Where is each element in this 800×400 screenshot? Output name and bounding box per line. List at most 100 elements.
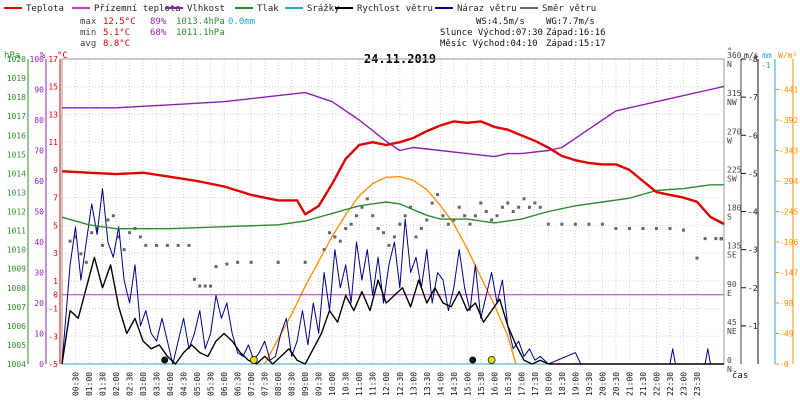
wind-direction-point: [641, 226, 645, 230]
wind-direction-point: [473, 214, 477, 218]
x-tick-label: 20:30: [612, 372, 621, 396]
wind-direction-point: [165, 243, 169, 247]
stats-min-temp: 5.1°C: [103, 28, 130, 38]
tick-label-pct: 90: [34, 86, 44, 95]
tick-label-hpa: 1020: [7, 55, 26, 64]
wind-direction-point: [122, 248, 126, 252]
wind-direction-point: [533, 201, 537, 205]
legend: Teplota Přízemní teplota Vlhkost Tlak Srážky…: [4, 4, 596, 14]
x-tick-label: 18:00: [544, 372, 553, 396]
tick-label-pct: 100: [30, 55, 45, 64]
wind-direction-point: [441, 214, 445, 218]
wind-direction-point: [176, 243, 180, 247]
x-tick-label: 19:00: [571, 372, 580, 396]
wind-direction-point: [414, 235, 418, 239]
wind-direction-point: [360, 205, 364, 209]
wind-direction-point: [500, 205, 504, 209]
stats-max-hum: 89%: [150, 17, 167, 27]
wind-direction-point: [719, 237, 723, 241]
wind-direction-point: [403, 214, 407, 218]
wind-direction-point: [538, 205, 542, 209]
x-tick-label: 22:30: [666, 372, 675, 396]
x-tick-label: 21:00: [625, 372, 634, 396]
x-tick-label: 07:30: [261, 372, 270, 396]
wind-direction-point: [138, 235, 142, 239]
tick-label-deg: 270: [727, 127, 742, 136]
wind-direction-point: [203, 284, 207, 288]
wind-direction-point: [392, 235, 396, 239]
axis-unit-c: °C: [57, 51, 68, 61]
stats-min-label: min: [80, 28, 96, 38]
series-humidity-line: [62, 85, 725, 158]
tick-label-wm2: -147: [779, 269, 798, 278]
wind-direction-point: [90, 231, 94, 235]
x-tick-label: 03:00: [139, 372, 148, 396]
wind-direction-point: [249, 260, 253, 264]
series-pressure-line: [61, 184, 724, 230]
x-tick-label: 11:30: [369, 372, 378, 396]
stats-sun-set: Západ:16:16: [546, 28, 606, 38]
stats-min-press: 1011.1hPa: [176, 28, 225, 38]
wind-direction-point: [355, 214, 359, 218]
tick-label-wm2: -392: [779, 116, 798, 125]
x-tick-label: 08:30: [288, 372, 297, 396]
tick-label-dir: NW: [727, 98, 737, 107]
wind-direction-point: [322, 248, 326, 252]
tick-label-ms: -6: [748, 131, 758, 140]
tick-label-temp: 5: [53, 221, 58, 230]
x-tick-label: 16:30: [504, 372, 513, 396]
wind-direction-point: [517, 205, 521, 209]
legend-label-3: Tlak: [257, 4, 279, 14]
tick-label-wm2: -49: [779, 330, 794, 339]
tick-label-deg: 180: [727, 204, 742, 213]
wind-direction-point: [654, 226, 658, 230]
tick-label-deg: 315: [727, 89, 742, 98]
plot-area: 00:30 01:00 01:30 02:00 02:30 03:00 03:30 04:00…: [7, 51, 799, 396]
tick-label-wm2: -98: [779, 299, 794, 308]
tick-label-wm2: -441: [779, 86, 798, 95]
wind-direction-point: [84, 260, 88, 264]
wind-direction-point: [511, 210, 515, 213]
wind-direction-point: [614, 226, 618, 230]
wind-direction-point: [409, 205, 413, 209]
left-axes: 1004100510061007100810091010101110121013…: [7, 55, 61, 369]
legend-label-0: Teplota: [26, 4, 64, 14]
wind-direction-point: [627, 226, 631, 230]
wind-direction-point: [333, 235, 337, 239]
wind-direction-point: [681, 228, 685, 232]
wind-direction-point: [430, 201, 434, 205]
wind-direction-point: [209, 284, 213, 288]
tick-label-dir: E: [727, 289, 732, 298]
x-tick-label: 18:30: [558, 372, 567, 396]
tick-label-dir: N: [727, 60, 732, 69]
wind-direction-point: [128, 231, 132, 235]
legend-label-4: Srážky: [307, 4, 340, 14]
x-tick-label: 22:00: [652, 372, 661, 396]
x-tick-label: 13:30: [423, 372, 432, 396]
wind-direction-point: [95, 226, 99, 230]
tick-label-wm2: -245: [779, 208, 798, 217]
x-tick-label: 06:00: [220, 372, 229, 396]
wind-direction-point: [457, 205, 461, 209]
stats-avg-label: avg: [80, 39, 96, 49]
x-tick-label: 05:00: [193, 372, 202, 396]
wind-direction-point: [192, 277, 196, 281]
wind-direction-point: [225, 262, 229, 266]
tick-label-deg: 45: [727, 318, 737, 327]
wind-direction-point: [703, 237, 707, 241]
sunrise-marker: [249, 356, 258, 364]
tick-label-deg: 225: [727, 165, 742, 174]
x-tick-label: 23:00: [679, 372, 688, 396]
x-tick-label: 16:00: [490, 372, 499, 396]
tick-label-pct: 10: [34, 330, 44, 339]
tick-label-ms: -8: [748, 55, 758, 64]
tick-label-temp: 1: [53, 277, 58, 286]
wind-direction-point: [546, 222, 550, 226]
wind-direction-point: [187, 243, 191, 247]
tick-label-ms: -4: [748, 208, 758, 217]
tick-label-dir: NE: [727, 327, 737, 336]
wind-direction-point: [419, 226, 423, 230]
tick-label-ms: -5: [748, 169, 758, 178]
wind-direction-point: [600, 222, 604, 226]
axis-unit-hpa: hPa: [4, 51, 20, 61]
